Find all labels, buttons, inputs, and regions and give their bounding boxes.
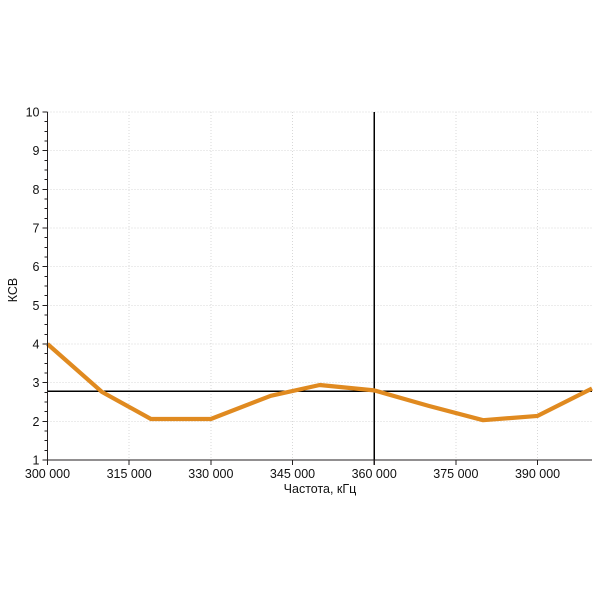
x-tick-label: 315 000 bbox=[107, 467, 152, 481]
x-tick-label: 390 000 bbox=[515, 467, 560, 481]
y-tick-label: 9 bbox=[33, 144, 40, 158]
x-tick-label: 375 000 bbox=[433, 467, 478, 481]
x-tick-label: 330 000 bbox=[188, 467, 233, 481]
y-tick-label: 5 bbox=[33, 299, 40, 313]
x-axis-title: Частота, кГц bbox=[284, 482, 357, 496]
tick-marks bbox=[42, 111, 539, 465]
reference-lines bbox=[47, 112, 592, 460]
y-tick-label: 10 bbox=[26, 106, 40, 120]
y-tick-label: 3 bbox=[33, 376, 40, 390]
y-tick-label: 1 bbox=[33, 454, 40, 468]
y-tick-label: 2 bbox=[33, 415, 40, 429]
tick-labels: 1 2 3 4 5 6 7 8 9 10 300 000 315 000 330 000 345 000 3… bbox=[25, 106, 560, 482]
vertical-gridlines bbox=[47, 112, 539, 460]
x-tick-label: 345 000 bbox=[270, 467, 315, 481]
y-tick-label: 7 bbox=[33, 222, 40, 236]
data-series-group bbox=[46, 342, 593, 423]
x-tick-label: 300 000 bbox=[25, 467, 70, 481]
horizontal-gridlines bbox=[47, 111, 592, 461]
series-line-ksv bbox=[46, 342, 593, 423]
y-tick-label: 6 bbox=[33, 260, 40, 274]
y-tick-label: 4 bbox=[33, 338, 40, 352]
y-axis-title: КСВ bbox=[6, 278, 20, 303]
x-tick-label: 360 000 bbox=[352, 467, 397, 481]
y-tick-label: 8 bbox=[33, 183, 40, 197]
